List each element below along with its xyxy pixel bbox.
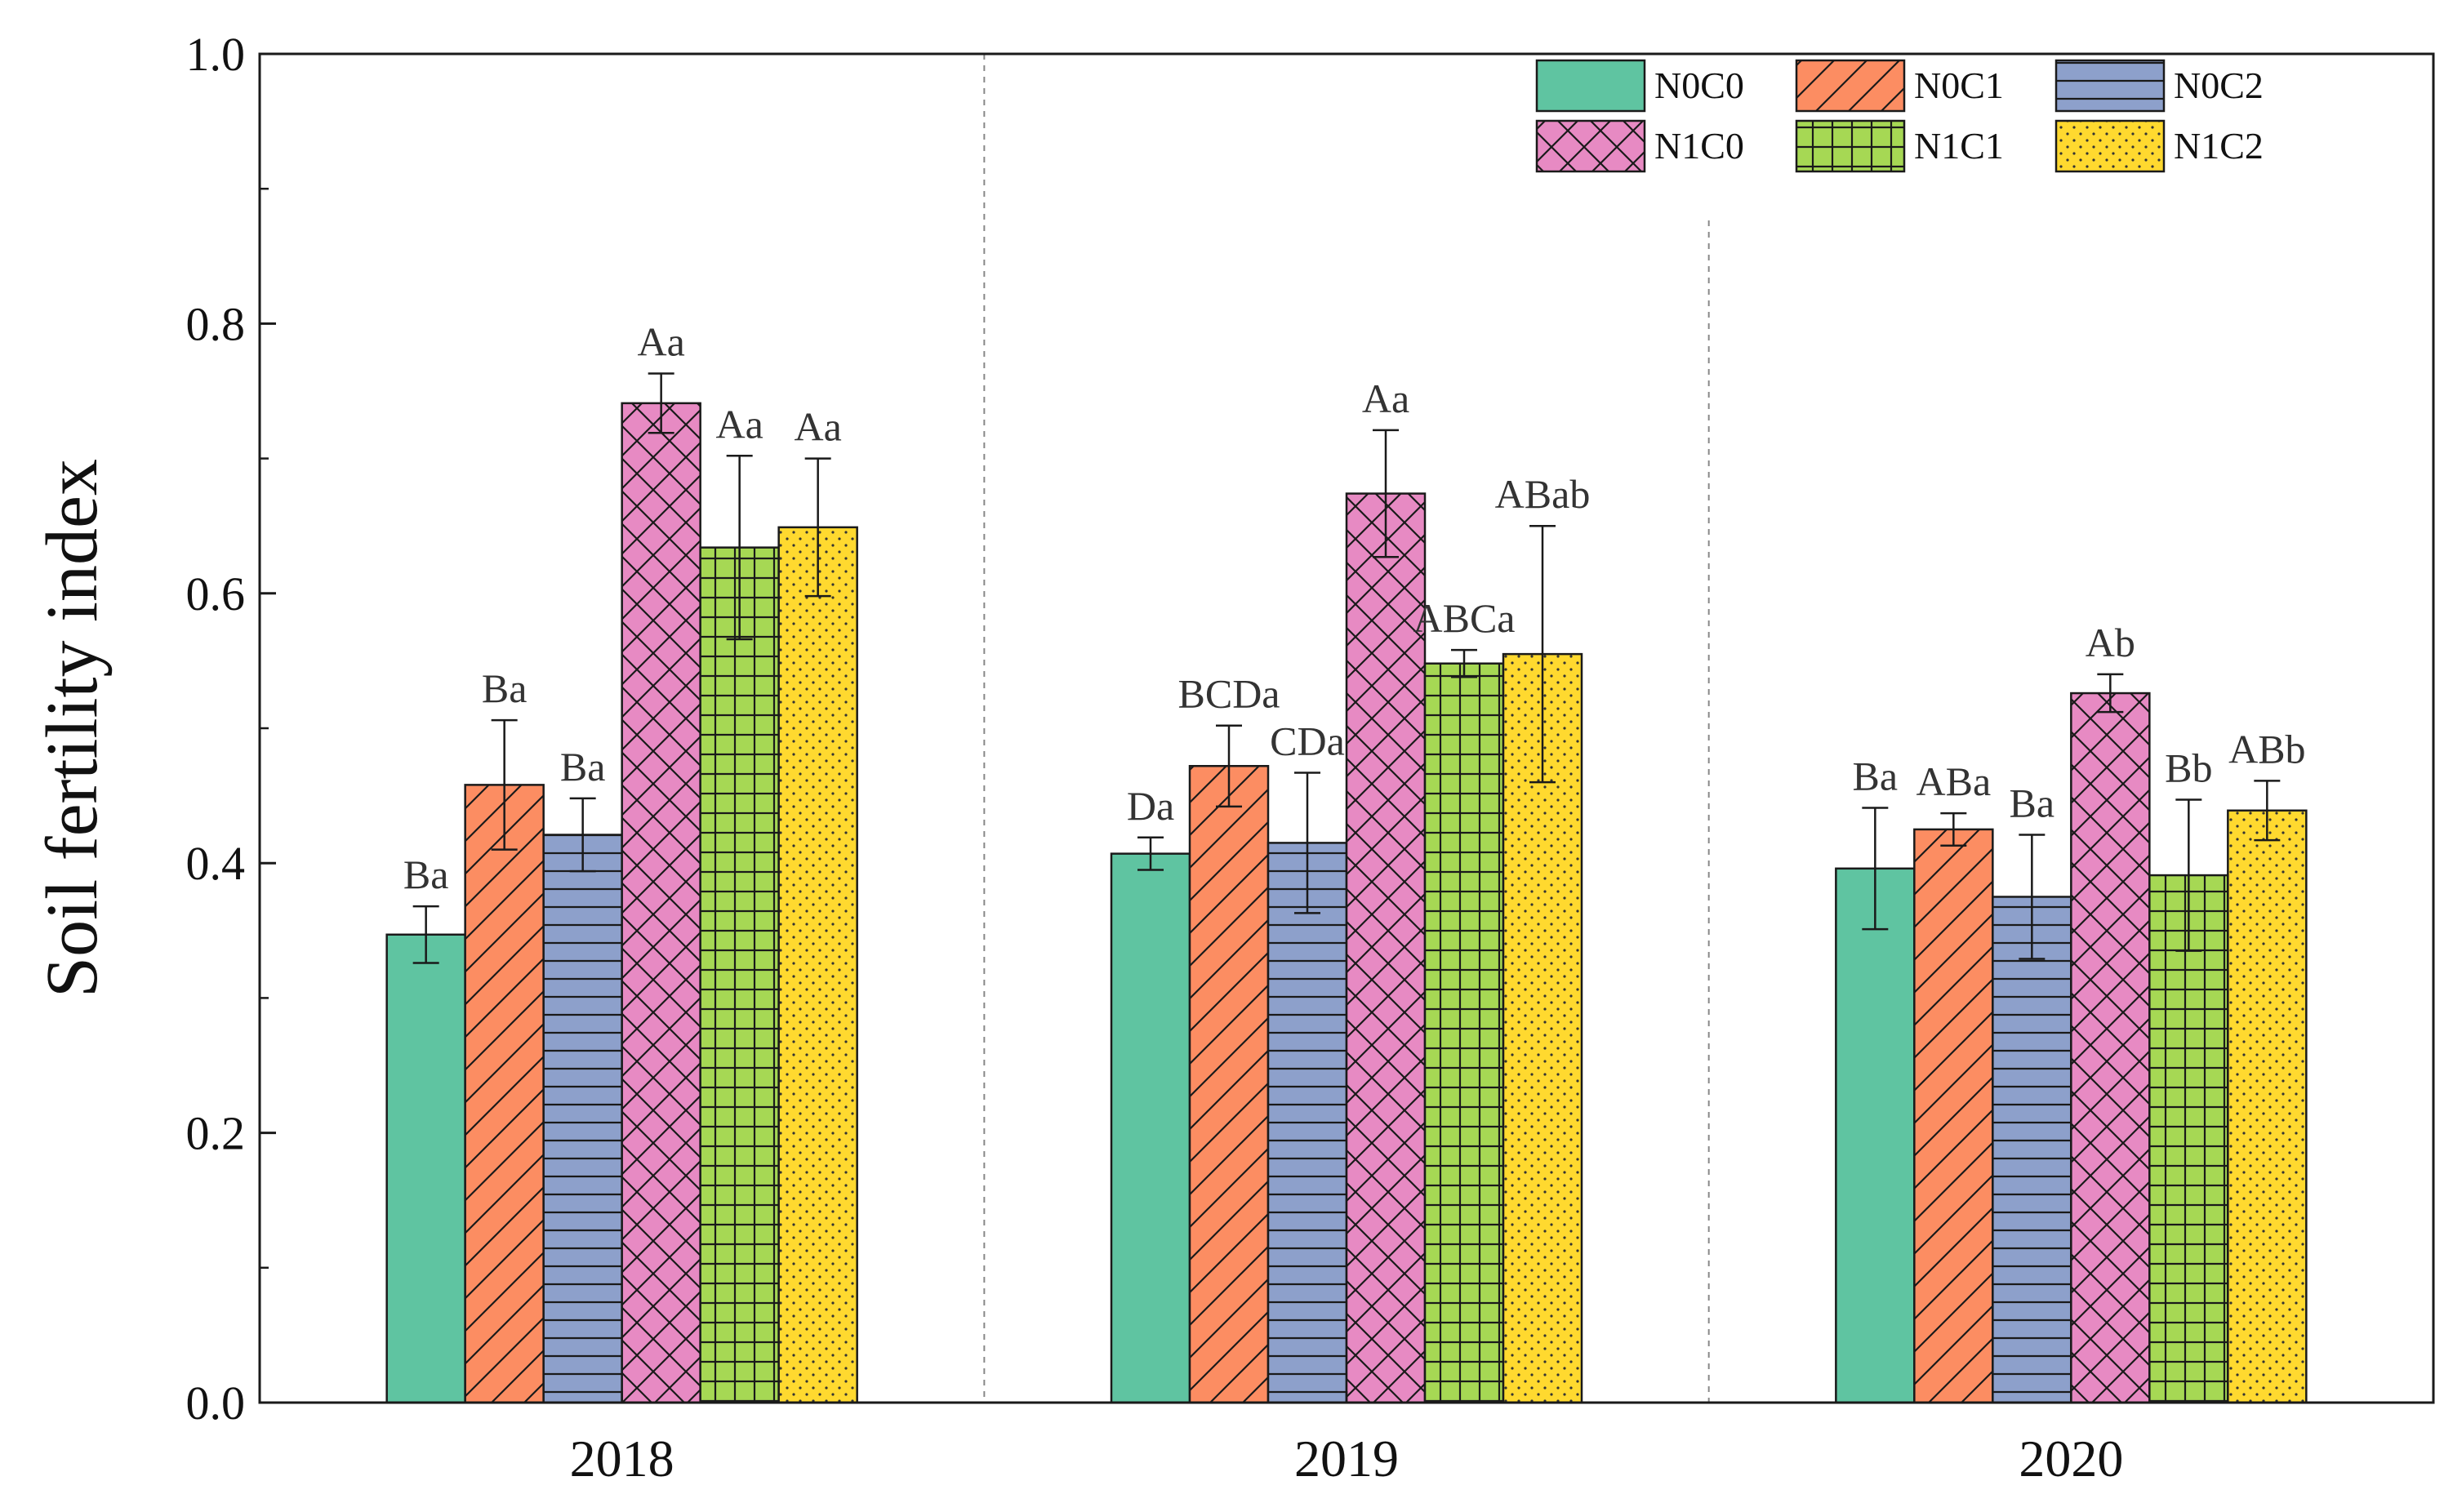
bar-N0C2-2020: [1992, 896, 2072, 1404]
significance-label-N1C0-2020: Ab: [2086, 620, 2135, 665]
significance-label-N1C2-2019: ABab: [1495, 471, 1591, 517]
bar-N0C1-2018: [464, 784, 545, 1404]
legend-swatch-N0C0: [1535, 59, 1646, 113]
legend-label-N1C1: N1C1: [1914, 125, 2004, 167]
legend-swatch-N1C2: [2054, 119, 2166, 173]
bar-N0C2-2019: [1267, 842, 1348, 1404]
x-tick-label-2019: 2019: [1294, 1430, 1399, 1488]
y-tick-label: 0.0: [186, 1376, 246, 1430]
legend-label-N0C2: N0C2: [2174, 64, 2264, 106]
bar-N0C0-2018: [385, 933, 466, 1404]
significance-label-N0C2-2019: CDa: [1270, 718, 1345, 764]
legend-swatch-N0C1: [1795, 59, 1906, 113]
legend-swatch-N1C0: [1535, 119, 1646, 173]
significance-label-N1C0-2019: Aa: [1362, 376, 1409, 421]
y-tick-label: 0.4: [186, 837, 246, 890]
y-tick-label: 1.0: [186, 28, 246, 81]
x-tick-label-2020: 2020: [2019, 1430, 2123, 1488]
bar-N0C1-2020: [1913, 828, 1994, 1404]
significance-label-N1C1-2018: Aa: [716, 401, 763, 447]
significance-label-N1C0-2018: Aa: [638, 319, 685, 365]
legend-label-N1C2: N1C2: [2174, 125, 2264, 167]
bar-N0C2-2018: [542, 834, 623, 1404]
significance-label-N0C0-2019: Da: [1127, 783, 1174, 829]
y-tick-label: 0.2: [186, 1107, 246, 1160]
significance-label-N1C1-2019: ABCa: [1413, 595, 1516, 641]
y-tick-label: 0.8: [186, 297, 246, 350]
legend-label-N1C0: N1C0: [1654, 125, 1744, 167]
bar-N1C0-2018: [621, 402, 701, 1404]
bar-N0C0-2020: [1835, 867, 1916, 1404]
legend-swatch-N0C2: [2054, 59, 2166, 113]
bar-N1C1-2019: [1423, 662, 1505, 1404]
significance-label-N0C2-2020: Ba: [2010, 780, 2055, 826]
y-tick-label: 0.6: [186, 567, 246, 620]
bar-N1C1-2020: [2148, 874, 2229, 1404]
legend-swatch-N1C1: [1795, 119, 1906, 173]
bar-N1C2-2018: [777, 526, 858, 1404]
significance-label-N0C1-2020: ABa: [1916, 758, 1992, 804]
significance-label-N0C2-2018: Ba: [560, 744, 606, 789]
bar-N0C1-2019: [1188, 765, 1270, 1404]
significance-label-N0C0-2020: Ba: [1853, 753, 1899, 798]
bar-N0C0-2019: [1110, 852, 1191, 1404]
legend-label-N0C1: N0C1: [1914, 64, 2004, 106]
significance-label-N1C2-2018: Aa: [795, 404, 842, 450]
significance-label-N0C1-2019: BCDa: [1178, 671, 1280, 717]
significance-label-N0C1-2018: Ba: [482, 665, 528, 711]
y-axis-label: Soil fertility index: [32, 459, 113, 998]
bar-N1C2-2020: [2227, 809, 2308, 1404]
x-tick-label-2018: 2018: [570, 1430, 674, 1488]
bar-N1C0-2020: [2070, 692, 2151, 1404]
significance-label-N1C1-2020: Bb: [2165, 745, 2212, 791]
bar-N1C1-2018: [699, 546, 780, 1404]
legend: N0C0 N0C1 N0C2 N1C0 N1C1 N1C2: [1535, 59, 2264, 173]
significance-label-N0C0-2018: Ba: [403, 852, 449, 897]
legend-label-N0C0: N0C0: [1654, 64, 1744, 106]
significance-label-N1C2-2020: ABb: [2228, 726, 2305, 772]
